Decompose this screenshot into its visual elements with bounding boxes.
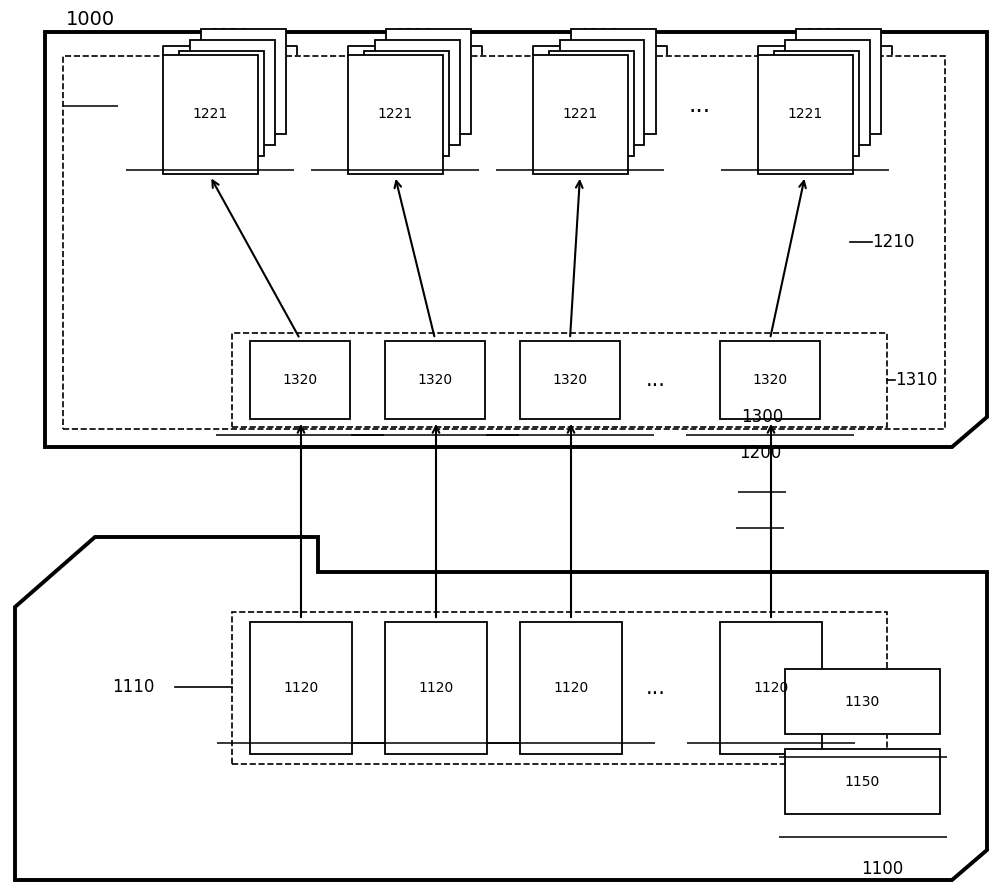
FancyBboxPatch shape (364, 51, 449, 156)
Text: 1320: 1320 (282, 373, 318, 387)
FancyBboxPatch shape (250, 341, 350, 419)
Text: 1221: 1221 (787, 108, 823, 121)
FancyBboxPatch shape (785, 40, 870, 145)
FancyBboxPatch shape (168, 62, 252, 167)
FancyBboxPatch shape (720, 341, 820, 419)
Text: 1310: 1310 (895, 371, 937, 389)
FancyBboxPatch shape (532, 55, 628, 174)
Text: 1221: 1221 (377, 108, 413, 121)
Text: ...: ... (689, 93, 711, 117)
Text: 1120: 1120 (418, 681, 454, 695)
FancyBboxPatch shape (548, 51, 634, 156)
Text: 1220: 1220 (395, 28, 434, 43)
FancyBboxPatch shape (63, 56, 945, 429)
FancyBboxPatch shape (386, 29, 471, 134)
FancyBboxPatch shape (375, 40, 460, 145)
Text: :: : (813, 96, 819, 111)
FancyBboxPatch shape (758, 55, 852, 174)
FancyBboxPatch shape (385, 341, 485, 419)
Text: 1110: 1110 (112, 678, 154, 696)
FancyBboxPatch shape (785, 749, 940, 814)
FancyBboxPatch shape (538, 62, 622, 167)
FancyBboxPatch shape (190, 40, 274, 145)
Text: 1120: 1120 (753, 681, 789, 695)
Text: 1320: 1320 (752, 373, 788, 387)
Text: 1120: 1120 (283, 681, 319, 695)
Text: 1100: 1100 (861, 860, 903, 878)
FancyBboxPatch shape (570, 29, 656, 134)
Text: :: : (218, 96, 224, 111)
Text: 1320: 1320 (552, 373, 588, 387)
FancyBboxPatch shape (720, 622, 822, 754)
FancyBboxPatch shape (763, 62, 848, 167)
FancyBboxPatch shape (796, 29, 881, 134)
Text: 1220: 1220 (580, 28, 619, 43)
Polygon shape (45, 32, 987, 447)
FancyBboxPatch shape (774, 51, 859, 156)
FancyBboxPatch shape (232, 333, 887, 427)
FancyBboxPatch shape (178, 51, 264, 156)
FancyBboxPatch shape (250, 622, 352, 754)
Text: ...: ... (646, 370, 666, 390)
FancyBboxPatch shape (520, 622, 622, 754)
FancyBboxPatch shape (200, 29, 286, 134)
FancyBboxPatch shape (348, 55, 443, 174)
FancyBboxPatch shape (162, 55, 258, 174)
FancyBboxPatch shape (385, 622, 487, 754)
Text: 1220: 1220 (210, 28, 249, 43)
Text: 1130: 1130 (845, 695, 880, 708)
Text: 1221: 1221 (562, 108, 598, 121)
Text: 1300: 1300 (741, 408, 783, 426)
Text: :: : (403, 96, 409, 111)
FancyBboxPatch shape (520, 341, 620, 419)
Text: 1210: 1210 (872, 233, 914, 251)
FancyBboxPatch shape (560, 40, 644, 145)
Text: 1120: 1120 (553, 681, 589, 695)
Text: 1320: 1320 (417, 373, 453, 387)
FancyBboxPatch shape (353, 62, 438, 167)
Text: 1200: 1200 (739, 444, 781, 462)
Text: 1221: 1221 (192, 108, 228, 121)
Text: ...: ... (646, 678, 666, 698)
Text: 1220: 1220 (805, 28, 844, 43)
FancyBboxPatch shape (232, 612, 887, 764)
Polygon shape (15, 537, 987, 880)
Text: 1000: 1000 (65, 10, 115, 29)
Text: :: : (588, 96, 594, 111)
Text: 1150: 1150 (845, 774, 880, 789)
FancyBboxPatch shape (785, 669, 940, 734)
